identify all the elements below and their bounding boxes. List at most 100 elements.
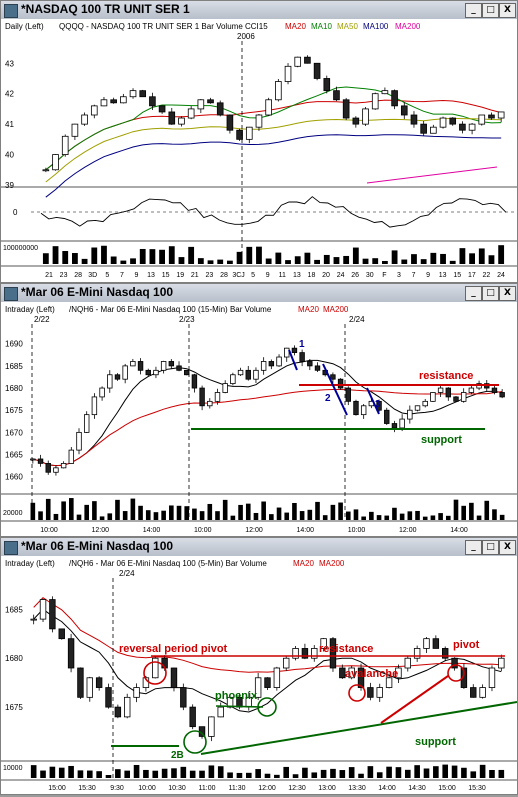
volume-bar xyxy=(217,259,224,264)
volume-bar xyxy=(269,514,274,520)
volume-bar xyxy=(107,513,113,520)
window-titlebar[interactable]: *NASDAQ 100 TR UNIT SER 1 _ □ X xyxy=(1,1,517,20)
price-bar xyxy=(130,361,136,367)
time-axis-label: 21 xyxy=(45,272,53,279)
close-button[interactable]: X xyxy=(499,286,516,301)
price-bar xyxy=(333,90,340,101)
price-bar xyxy=(307,361,313,367)
maximize-button[interactable]: □ xyxy=(482,540,499,555)
price-bar xyxy=(491,387,498,393)
volume-bar xyxy=(61,501,66,520)
time-axis-label: 28 xyxy=(220,272,228,279)
minimize-button[interactable]: _ xyxy=(465,3,482,18)
price-bar xyxy=(449,117,457,125)
price-tick-label: 1680 xyxy=(5,654,23,663)
chart-window-icon xyxy=(4,4,18,18)
time-axis-label: 13:00 xyxy=(318,785,336,792)
volume-bar xyxy=(330,768,336,778)
price-bar xyxy=(430,126,437,134)
reversal-pivot-circle xyxy=(143,661,167,685)
volume-bar xyxy=(120,260,127,264)
year-label: 2006 xyxy=(237,32,255,41)
price-bar xyxy=(254,677,262,698)
legend-ma200: MA200 xyxy=(319,559,345,568)
volume-bar xyxy=(161,768,168,778)
volume-bar xyxy=(171,768,177,778)
time-axis-label: 10:00 xyxy=(348,527,366,534)
volume-bar xyxy=(161,510,166,520)
volume-bar xyxy=(38,511,43,520)
time-axis-label: 3D xyxy=(88,272,97,279)
volume-bar xyxy=(261,501,266,520)
volume-bar xyxy=(361,516,366,520)
maximize-button[interactable]: □ xyxy=(482,286,499,301)
volume-bar xyxy=(274,774,280,778)
volume-bar xyxy=(199,770,205,778)
intraday-5min-chart[interactable]: Intraday (Left) /NQH6 - Mar 06 E-Mini Na… xyxy=(1,556,517,794)
time-axis-label: 12:30 xyxy=(288,785,306,792)
volume-bar xyxy=(58,767,65,778)
price-bar xyxy=(152,657,159,679)
volume-bar xyxy=(479,764,486,778)
volume-bar xyxy=(96,771,102,778)
volume-bar xyxy=(386,766,392,778)
pivot-trendline xyxy=(380,675,449,724)
price-bar xyxy=(226,114,234,131)
time-axis-label: 14:30 xyxy=(408,785,426,792)
price-bar xyxy=(133,687,140,698)
volume-bar xyxy=(285,260,291,264)
price-tick-label: 42 xyxy=(5,90,14,99)
close-button[interactable]: X xyxy=(499,3,516,18)
price-bar xyxy=(385,677,393,688)
price-bar xyxy=(323,78,331,92)
chart-mode-label: Intraday (Left) xyxy=(5,305,55,314)
volume-bar xyxy=(376,515,382,520)
support-label: support xyxy=(421,434,462,446)
price-bar xyxy=(413,648,421,659)
intraday-15min-chart[interactable]: Intraday (Left) /NQH6 - Mar 06 E-Mini Na… xyxy=(1,302,517,536)
price-bar xyxy=(260,361,267,371)
price-bar xyxy=(145,369,151,376)
price-bar xyxy=(360,405,367,416)
time-axis-label: 5 xyxy=(105,272,109,279)
volume-bar xyxy=(30,765,37,778)
volume-bar xyxy=(236,772,243,778)
maximize-button[interactable]: □ xyxy=(482,3,499,18)
volume-bar xyxy=(124,770,131,778)
date-label-2-24: 2/24 xyxy=(349,315,365,324)
volume-bar xyxy=(489,769,495,778)
price-bar xyxy=(30,618,37,621)
volume-bar xyxy=(245,503,251,520)
price-bar xyxy=(265,99,272,116)
phoenix-line xyxy=(215,705,264,708)
volume-bar xyxy=(322,515,328,520)
price-bar xyxy=(149,96,156,107)
price-bar xyxy=(282,657,290,669)
price-bar xyxy=(153,369,159,376)
price-bar xyxy=(168,111,176,125)
time-axis-label: 11 xyxy=(279,272,286,279)
price-tick-label: 1660 xyxy=(5,473,23,482)
minimize-button[interactable]: _ xyxy=(465,286,482,301)
window-titlebar[interactable]: *Mar 06 E-Mini Nasdaq 100 _ □ X xyxy=(1,284,517,303)
minimize-button[interactable]: _ xyxy=(465,540,482,555)
volume-bar xyxy=(207,260,214,264)
ma50-line xyxy=(45,117,502,183)
volume-bar xyxy=(215,511,220,520)
price-bar xyxy=(60,463,67,469)
daily-price-chart[interactable]: Daily (Left) QQQQ - NASDAQ 100 TR UNIT S… xyxy=(1,19,517,282)
price-bar xyxy=(451,657,458,669)
price-tick-label: 1675 xyxy=(5,703,23,712)
volume-bar xyxy=(399,513,405,520)
price-bar xyxy=(139,90,147,98)
volume-bar xyxy=(307,509,313,520)
time-axis-label: 19 xyxy=(176,272,184,279)
close-button[interactable]: X xyxy=(499,540,516,555)
volume-bar xyxy=(440,253,446,264)
window-titlebar[interactable]: *Mar 06 E-Mini Nasdaq 100 _ □ X xyxy=(1,538,517,557)
volume-bar xyxy=(245,772,252,778)
volume-bar xyxy=(208,765,215,778)
volume-bar xyxy=(110,256,117,264)
volume-bar xyxy=(275,252,282,264)
price-bar xyxy=(39,599,47,620)
